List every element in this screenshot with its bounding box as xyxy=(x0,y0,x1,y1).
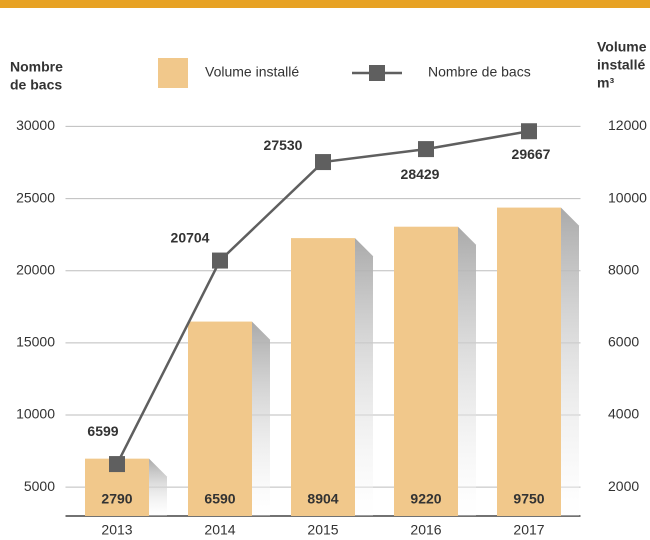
y2-axis-title: Volume xyxy=(597,39,647,55)
bar-value-label: 6590 xyxy=(204,491,235,507)
x-tick-label: 2014 xyxy=(204,522,235,538)
x-tick-label: 2013 xyxy=(101,522,132,538)
y-tick-label: 20000 xyxy=(16,261,55,277)
line-marker xyxy=(521,123,537,140)
bar-shadow xyxy=(252,321,270,516)
bar-shadow xyxy=(458,226,476,516)
y2-tick-label: 4000 xyxy=(608,406,639,422)
bar xyxy=(291,238,355,516)
y2-axis-title: installé xyxy=(597,57,645,73)
y-tick-label: 10000 xyxy=(16,406,55,422)
bar-shadow xyxy=(149,458,167,516)
line-value-label: 6599 xyxy=(87,423,118,439)
bar-shadow xyxy=(561,207,579,516)
bar-value-label: 8904 xyxy=(307,491,338,507)
x-tick-label: 2016 xyxy=(410,522,441,538)
bar xyxy=(394,226,458,516)
top-band xyxy=(0,0,650,8)
y-tick-label: 15000 xyxy=(16,334,55,350)
line-value-label: 27530 xyxy=(264,137,303,153)
legend-label: Nombre de bacs xyxy=(428,64,531,80)
x-tick-label: 2015 xyxy=(307,522,338,538)
y-axis-title: de bacs xyxy=(10,77,62,93)
bar-value-label: 9750 xyxy=(513,491,544,507)
y-tick-label: 25000 xyxy=(16,189,55,205)
legend-marker xyxy=(369,65,385,81)
bar xyxy=(497,207,561,516)
legend-swatch xyxy=(158,58,188,88)
y2-axis-title: m³ xyxy=(597,75,614,91)
y2-tick-label: 2000 xyxy=(608,478,639,494)
y2-tick-label: 10000 xyxy=(608,189,647,205)
y-axis-title: Nombre xyxy=(10,59,63,75)
legend-label: Volume installé xyxy=(205,64,299,80)
line-marker xyxy=(109,456,125,473)
y2-tick-label: 6000 xyxy=(608,334,639,350)
line-marker xyxy=(315,154,331,171)
y-tick-label: 5000 xyxy=(24,478,55,494)
y2-tick-label: 8000 xyxy=(608,261,639,277)
bar-value-label: 9220 xyxy=(410,491,441,507)
line-value-label: 28429 xyxy=(401,166,440,182)
line-value-label: 20704 xyxy=(171,229,210,245)
x-tick-label: 2017 xyxy=(513,522,544,538)
y2-tick-label: 12000 xyxy=(608,117,647,133)
bar-shadow xyxy=(355,238,373,516)
line-value-label: 29667 xyxy=(512,146,551,162)
y-tick-label: 30000 xyxy=(16,117,55,133)
bar-value-label: 2790 xyxy=(101,491,132,507)
line-marker xyxy=(418,141,434,158)
line-marker xyxy=(212,252,228,269)
bar xyxy=(188,321,252,516)
